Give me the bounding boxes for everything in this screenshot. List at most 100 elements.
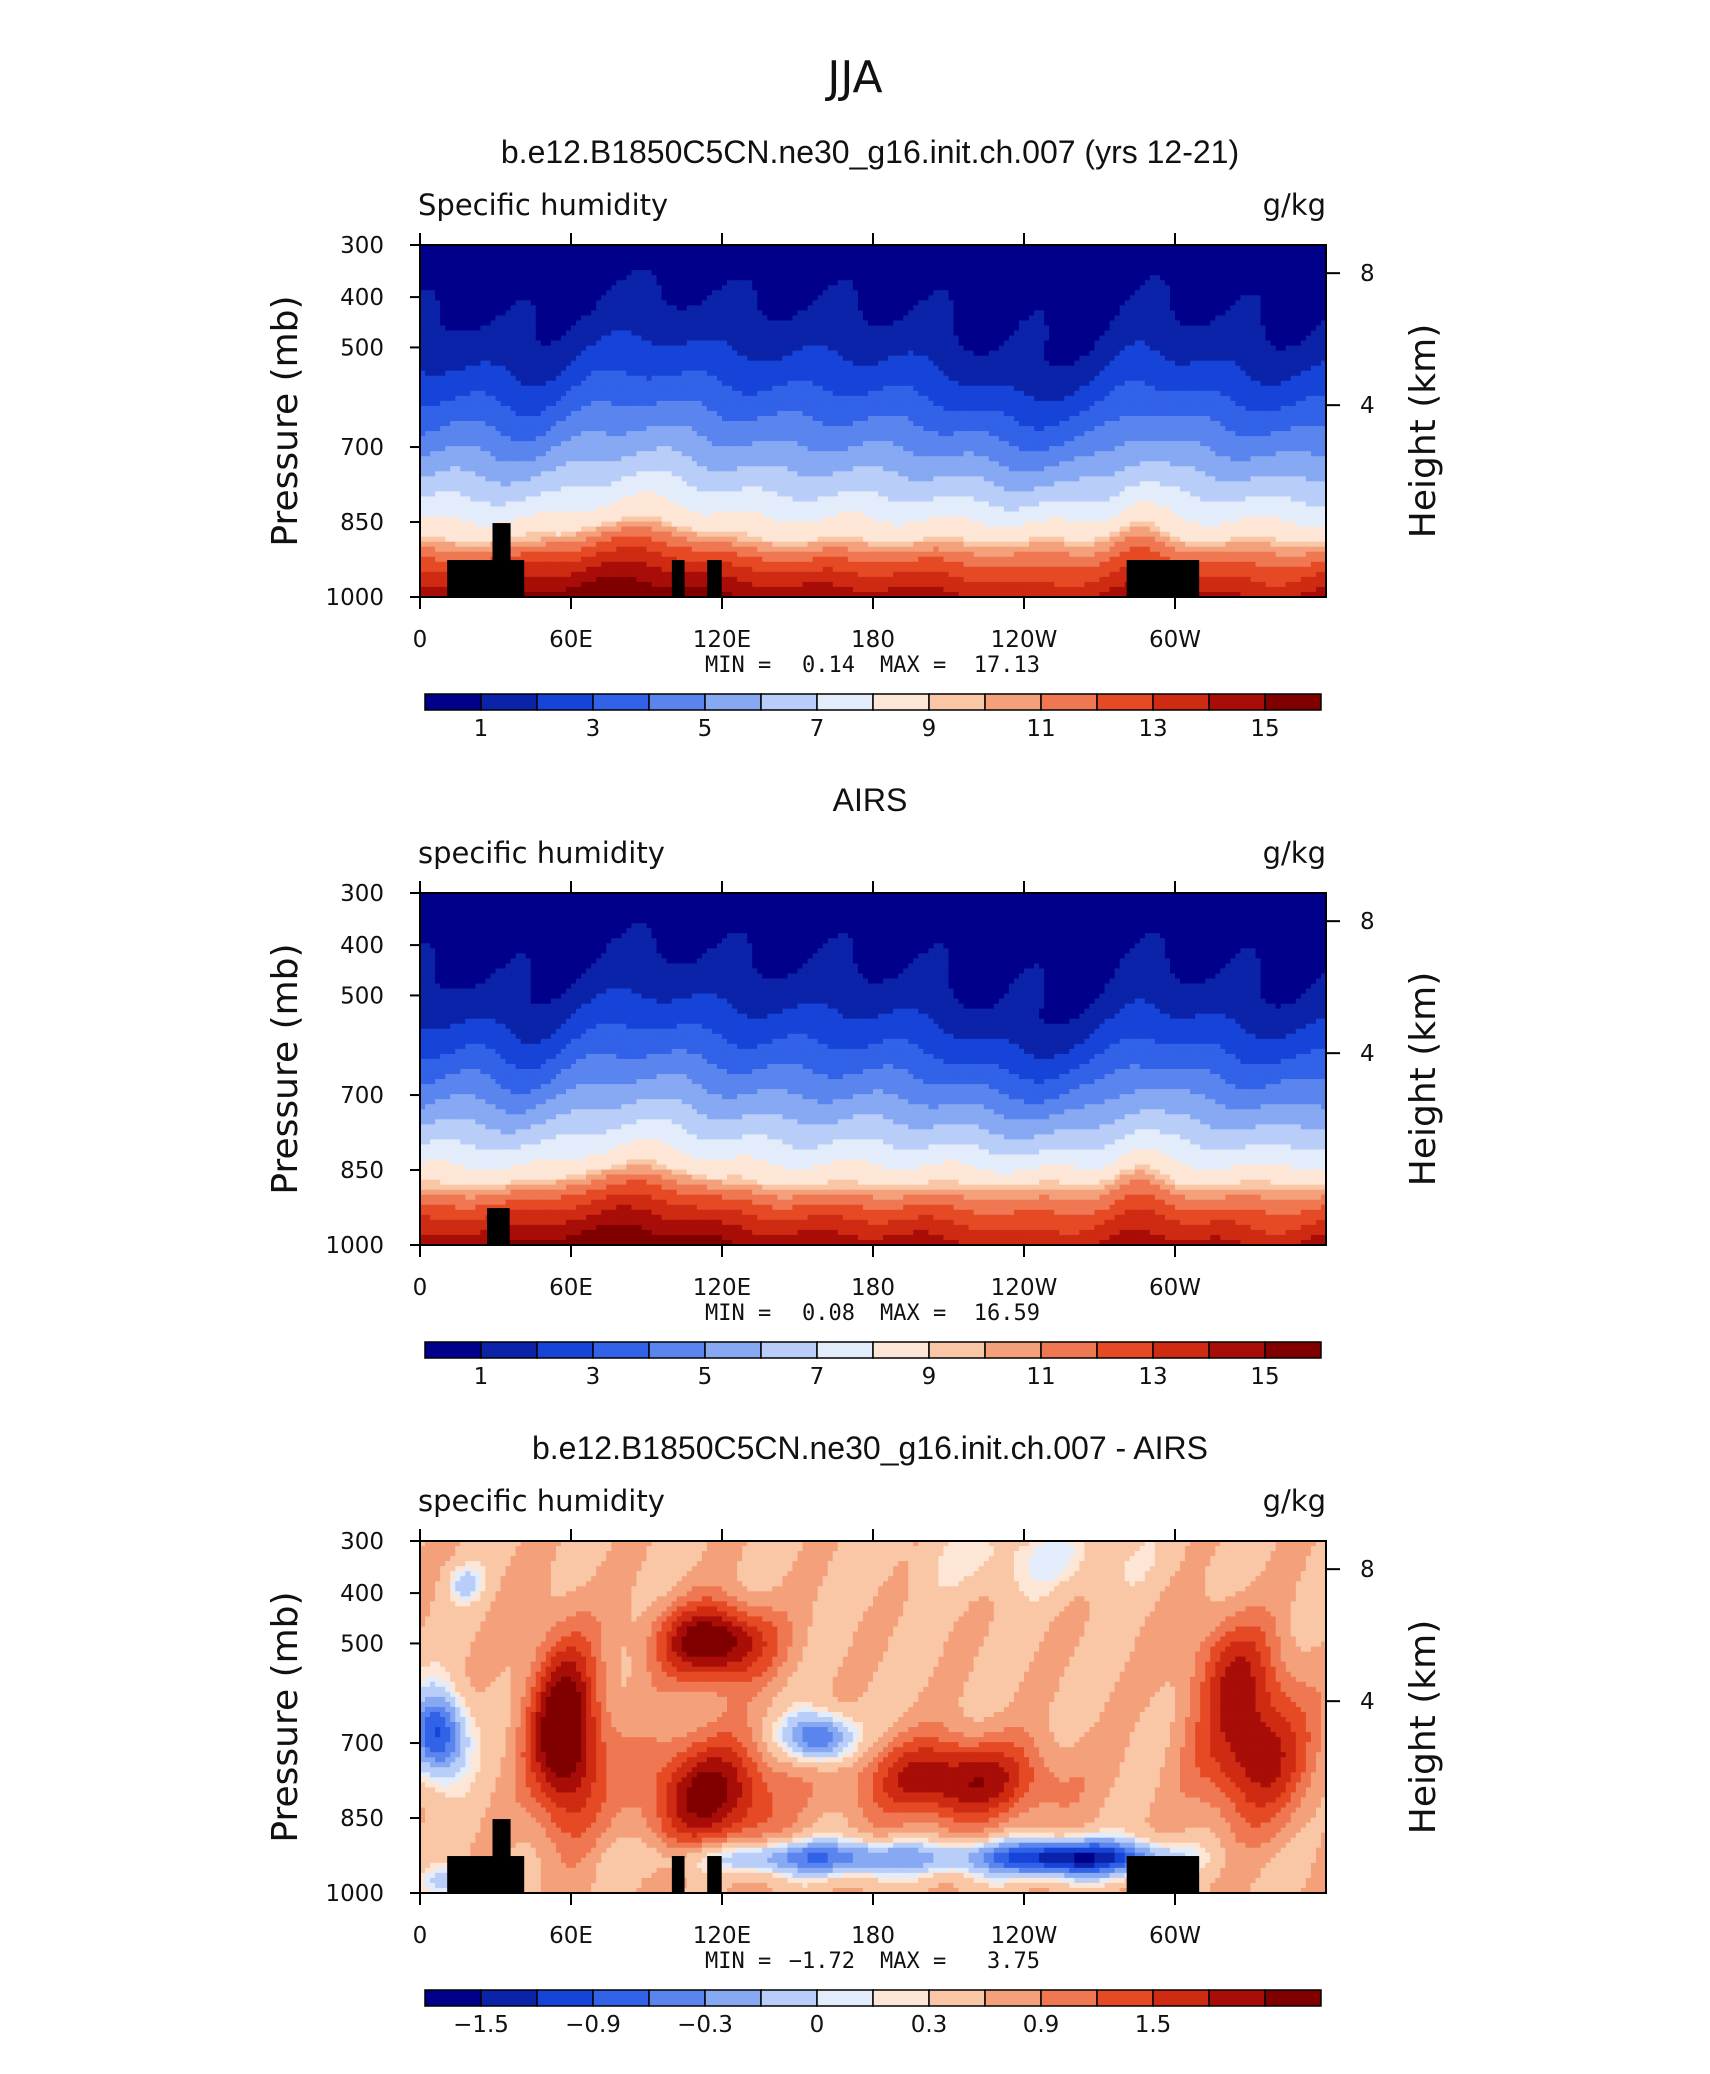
- y-tick-label: 500: [340, 335, 384, 361]
- min-value: 0.08: [802, 1301, 855, 1326]
- colorbar-tick-label: 13: [1138, 716, 1167, 742]
- min-value: 0.14: [802, 653, 855, 678]
- colorbar-tick-label: 0.9: [1023, 2012, 1060, 2038]
- colorbar-tick-label: 7: [810, 1364, 825, 1390]
- orography-block: [492, 1819, 511, 1894]
- y-tick-label: 400: [340, 285, 384, 311]
- colorbar-swatch: [1040, 1989, 1098, 2007]
- colorbar-swatch: [1208, 693, 1266, 711]
- colorbar-tick-label: −0.3: [677, 2012, 733, 2038]
- max-label: MAX =: [880, 1301, 946, 1326]
- orography-block: [447, 1856, 525, 1894]
- y-tick-label: 700: [340, 435, 384, 461]
- units-label: g/kg: [1263, 188, 1326, 222]
- colorbar-tick-label: 0: [810, 2012, 825, 2038]
- x-tick-label: 0: [413, 1923, 428, 1949]
- colorbar-swatch: [536, 1341, 594, 1359]
- colorbar-swatch: [1208, 1989, 1266, 2007]
- y-tick-label: 700: [340, 1731, 384, 1757]
- colorbar-tick-label: 3: [586, 716, 601, 742]
- units-label: g/kg: [1263, 836, 1326, 870]
- variable-label: specific humidity: [418, 836, 665, 870]
- colorbar-tick-label: 15: [1250, 1364, 1279, 1390]
- x-tick-label: 120W: [991, 1923, 1058, 1949]
- colorbar-swatch: [592, 1989, 650, 2007]
- min-label: MIN =: [705, 1301, 771, 1326]
- y-axis-title: Pressure (mb): [265, 943, 306, 1194]
- colorbar: −1.5 −0.9 −0.3 0 0.3 0.9 1.5: [424, 1989, 1322, 2038]
- colorbar-tick-label: 9: [922, 1364, 937, 1390]
- colorbar-swatch: [872, 1341, 930, 1359]
- colorbar-swatch: [480, 1989, 538, 2007]
- colorbar-tick-label: 11: [1026, 716, 1055, 742]
- orography-block: [671, 1856, 685, 1894]
- colorbar-swatch: [928, 693, 986, 711]
- colorbar-swatch: [1152, 693, 1210, 711]
- y-axis-title: Pressure (mb): [265, 1591, 306, 1842]
- max-value: 17.13: [974, 653, 1040, 678]
- colorbar-tick-label: 5: [698, 1364, 713, 1390]
- y-tick-label: 1000: [325, 1881, 384, 1907]
- x-tick-label: 120E: [693, 1275, 751, 1301]
- y-tick-label: 500: [340, 983, 384, 1009]
- orography-block: [487, 1208, 510, 1246]
- y-right-axis-title: Height (km): [1403, 1620, 1444, 1834]
- colorbar-swatch: [1096, 1341, 1154, 1359]
- colorbar-swatch: [592, 693, 650, 711]
- colorbar-swatch: [704, 1341, 762, 1359]
- colorbar-swatch: [648, 693, 706, 711]
- colorbar-swatch: [536, 1989, 594, 2007]
- orography-block: [447, 560, 525, 598]
- y-right-tick-label: 4: [1360, 393, 1375, 419]
- colorbar-tick-label: 15: [1250, 716, 1279, 742]
- orography-block: [1126, 1856, 1200, 1894]
- max-value: 16.59: [974, 1301, 1040, 1326]
- colorbar-swatch: [1040, 1341, 1098, 1359]
- colorbar-tick-label: 1: [474, 716, 489, 742]
- colorbar-tick-label: 1: [474, 1364, 489, 1390]
- colorbar-tick-label: 5: [698, 716, 713, 742]
- variable-label: specific humidity: [418, 1484, 665, 1518]
- x-tick-label: 120E: [693, 1923, 751, 1949]
- y-tick-label: 300: [340, 233, 384, 259]
- colorbar-tick-label: 9: [922, 716, 937, 742]
- colorbar-swatch: [816, 1341, 874, 1359]
- contour-field: [420, 893, 1327, 1246]
- colorbar-swatch: [1264, 693, 1322, 711]
- chart-panel-3: b.e12.B1850C5CN.ne30_g16.init.ch.007 - A…: [265, 1430, 1444, 2038]
- colorbar-swatch: [424, 1341, 482, 1359]
- colorbar-swatch: [648, 1341, 706, 1359]
- colorbar-tick-label: 13: [1138, 1364, 1167, 1390]
- panel-title: b.e12.B1850C5CN.ne30_g16.init.ch.007 (yr…: [501, 134, 1239, 170]
- colorbar: 1 3 5 7 9 11 13 15: [424, 693, 1322, 742]
- x-tick-label: 120W: [991, 1275, 1058, 1301]
- x-tick-label: 60W: [1149, 627, 1201, 653]
- orography-block: [707, 1856, 722, 1894]
- colorbar-swatch: [928, 1341, 986, 1359]
- y-tick-label: 700: [340, 1083, 384, 1109]
- colorbar-swatch: [984, 693, 1042, 711]
- colorbar-swatch: [1208, 1341, 1266, 1359]
- colorbar-swatch: [872, 693, 930, 711]
- colorbar-swatch: [1152, 1989, 1210, 2007]
- x-tick-label: 60W: [1149, 1275, 1201, 1301]
- y-tick-label: 300: [340, 881, 384, 907]
- figure-title: JJA: [824, 52, 882, 103]
- colorbar-swatch: [816, 693, 874, 711]
- colorbar-swatch: [1040, 693, 1098, 711]
- panel-title: AIRS: [833, 782, 908, 818]
- colorbar-swatch: [1096, 693, 1154, 711]
- colorbar-swatch: [760, 1341, 818, 1359]
- colorbar-swatch: [1264, 1989, 1322, 2007]
- x-tick-label: 60W: [1149, 1923, 1201, 1949]
- y-right-axis-title: Height (km): [1403, 324, 1444, 538]
- colorbar-tick-label: 11: [1026, 1364, 1055, 1390]
- y-tick-label: 850: [340, 1806, 384, 1832]
- orography-block: [707, 560, 722, 598]
- min-label: MIN =: [705, 653, 771, 678]
- colorbar-swatch: [424, 1989, 482, 2007]
- max-label: MAX =: [880, 1949, 946, 1974]
- colorbar-swatch: [928, 1989, 986, 2007]
- colorbar-tick-label: 0.3: [911, 2012, 948, 2038]
